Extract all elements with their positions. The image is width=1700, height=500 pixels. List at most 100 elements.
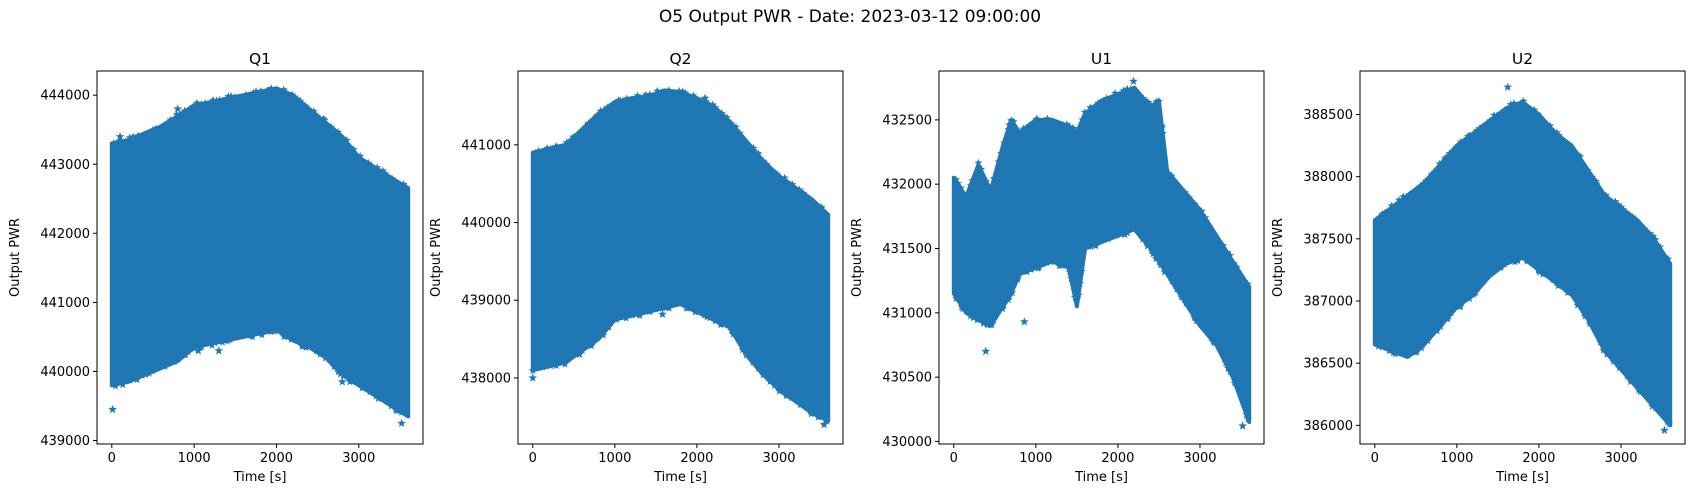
data-point xyxy=(1636,387,1644,396)
data-point xyxy=(788,180,797,188)
data-point xyxy=(1554,131,1563,139)
data-point xyxy=(223,337,232,345)
data-point xyxy=(546,361,555,370)
plot-area xyxy=(1372,82,1674,434)
data-point xyxy=(166,115,175,124)
y-tick-label: 441000 xyxy=(40,296,90,311)
data-point xyxy=(1496,263,1505,271)
data-point xyxy=(109,139,118,147)
data-point xyxy=(1447,308,1456,317)
data-point xyxy=(1548,275,1557,284)
data-point xyxy=(759,370,767,379)
data-point xyxy=(334,367,343,376)
data-point xyxy=(773,169,782,178)
subplot-title: U2 xyxy=(1512,50,1533,68)
data-point xyxy=(749,146,758,154)
data-point xyxy=(288,90,297,99)
data-point xyxy=(1027,264,1036,273)
data-point xyxy=(1500,260,1509,268)
data-point xyxy=(546,144,555,153)
data-point xyxy=(365,387,374,396)
data-point xyxy=(968,176,977,184)
data-point xyxy=(1503,82,1513,91)
data-point xyxy=(1539,270,1547,278)
data-point xyxy=(309,107,318,115)
data-point xyxy=(1138,235,1147,243)
data-point xyxy=(1084,242,1093,250)
data-point xyxy=(1473,126,1482,134)
data-point xyxy=(148,366,157,375)
subplot-q2: 0 1000 2000 3000 438000 439000 440000 441000 Q2 T… xyxy=(429,50,844,485)
x-tick-label: 2000 xyxy=(260,451,293,466)
data-point xyxy=(388,174,397,183)
data-point xyxy=(320,115,329,124)
data-point xyxy=(1378,343,1387,351)
data-point xyxy=(108,404,117,414)
y-tick-label: 438000 xyxy=(461,371,511,386)
data-point xyxy=(1005,292,1014,300)
data-point xyxy=(1640,224,1649,233)
data-point xyxy=(1065,267,1074,276)
subplot-title: U1 xyxy=(1091,50,1112,68)
data-point xyxy=(1177,293,1186,301)
data-point xyxy=(528,366,537,375)
data-point xyxy=(564,355,573,363)
data-point xyxy=(1656,242,1665,251)
data-point xyxy=(700,93,710,102)
subplot-title: Q1 xyxy=(249,50,271,68)
data-point xyxy=(301,101,310,110)
data-point xyxy=(795,185,804,194)
data-point xyxy=(628,311,637,319)
data-point xyxy=(1479,121,1488,130)
y-tick-label: 388000 xyxy=(1303,170,1353,185)
data-point xyxy=(603,103,612,111)
data-point xyxy=(1665,419,1674,428)
y-axis-label: Output PWR xyxy=(429,218,444,297)
data-point xyxy=(762,160,771,168)
data-point xyxy=(680,89,689,98)
data-point xyxy=(321,353,330,362)
plot-area xyxy=(528,86,831,429)
data-point xyxy=(990,315,998,324)
data-point xyxy=(1129,76,1138,85)
data-point xyxy=(1121,230,1129,239)
data-point xyxy=(248,331,257,339)
data-point xyxy=(299,342,308,350)
data-point xyxy=(1599,346,1608,354)
figure-title: O5 Output PWR - Date: 2023-03-12 09:00:0… xyxy=(658,7,1042,27)
data-point xyxy=(1553,128,1561,137)
data-point xyxy=(1456,137,1465,146)
data-point xyxy=(145,369,154,377)
data-point xyxy=(181,350,190,359)
data-point xyxy=(608,100,617,108)
data-point xyxy=(989,174,998,182)
data-point xyxy=(371,392,380,400)
data-point xyxy=(195,343,204,352)
data-point xyxy=(1651,403,1660,412)
data-point xyxy=(214,346,224,355)
data-point xyxy=(1563,288,1572,297)
data-point xyxy=(1160,267,1169,276)
data-point xyxy=(1648,402,1657,410)
data-point xyxy=(754,149,763,158)
data-point xyxy=(197,100,206,108)
data-point xyxy=(1209,337,1218,345)
data-point xyxy=(727,119,736,128)
data-point xyxy=(193,98,201,107)
data-point xyxy=(1104,234,1113,243)
x-tick-label: 1000 xyxy=(1019,451,1052,466)
data-point xyxy=(1546,121,1555,130)
data-point xyxy=(799,189,808,197)
data-point xyxy=(963,189,972,198)
data-point xyxy=(665,87,674,95)
data-point xyxy=(1172,285,1181,293)
data-point xyxy=(356,152,365,160)
data-point xyxy=(189,102,198,110)
data-point xyxy=(1574,151,1583,159)
data-point xyxy=(1456,301,1465,310)
data-point xyxy=(1074,291,1083,299)
data-point xyxy=(129,132,137,141)
y-axis-label: Output PWR xyxy=(1271,218,1286,297)
data-point xyxy=(1019,124,1028,133)
data-point xyxy=(346,377,354,386)
